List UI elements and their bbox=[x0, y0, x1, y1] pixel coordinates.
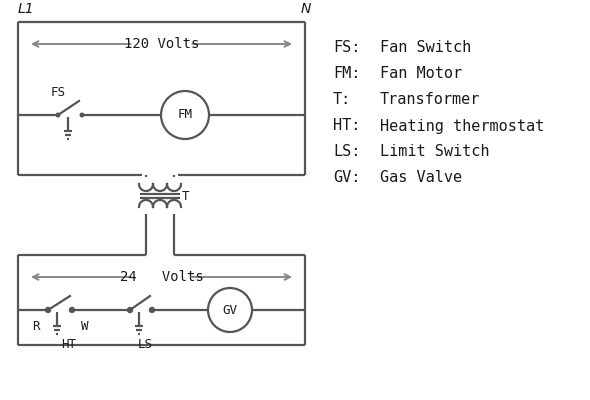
Text: LS:: LS: bbox=[333, 144, 360, 160]
Text: Heating thermostat: Heating thermostat bbox=[380, 118, 544, 134]
Text: W: W bbox=[81, 320, 88, 333]
Circle shape bbox=[70, 308, 74, 312]
Circle shape bbox=[45, 308, 51, 312]
Text: FS: FS bbox=[51, 86, 65, 99]
Text: Gas Valve: Gas Valve bbox=[380, 170, 462, 186]
Text: T: T bbox=[182, 190, 189, 202]
Text: 24   Volts: 24 Volts bbox=[120, 270, 204, 284]
Text: L1: L1 bbox=[18, 2, 35, 16]
Text: Fan Motor: Fan Motor bbox=[380, 66, 462, 82]
Text: FM: FM bbox=[178, 108, 192, 122]
Text: GV: GV bbox=[222, 304, 238, 316]
Circle shape bbox=[127, 308, 133, 312]
Text: HT: HT bbox=[61, 338, 76, 351]
Text: N: N bbox=[301, 2, 312, 16]
Text: LS: LS bbox=[137, 338, 152, 351]
Text: 120 Volts: 120 Volts bbox=[124, 37, 199, 51]
Circle shape bbox=[55, 112, 61, 118]
Circle shape bbox=[149, 308, 155, 312]
Text: R: R bbox=[32, 320, 40, 333]
Text: FS:: FS: bbox=[333, 40, 360, 56]
Text: T:: T: bbox=[333, 92, 351, 108]
Text: Limit Switch: Limit Switch bbox=[380, 144, 490, 160]
Text: Fan Switch: Fan Switch bbox=[380, 40, 471, 56]
Text: GV:: GV: bbox=[333, 170, 360, 186]
Text: HT:: HT: bbox=[333, 118, 360, 134]
Text: FM:: FM: bbox=[333, 66, 360, 82]
Text: Transformer: Transformer bbox=[380, 92, 480, 108]
Circle shape bbox=[80, 112, 84, 118]
